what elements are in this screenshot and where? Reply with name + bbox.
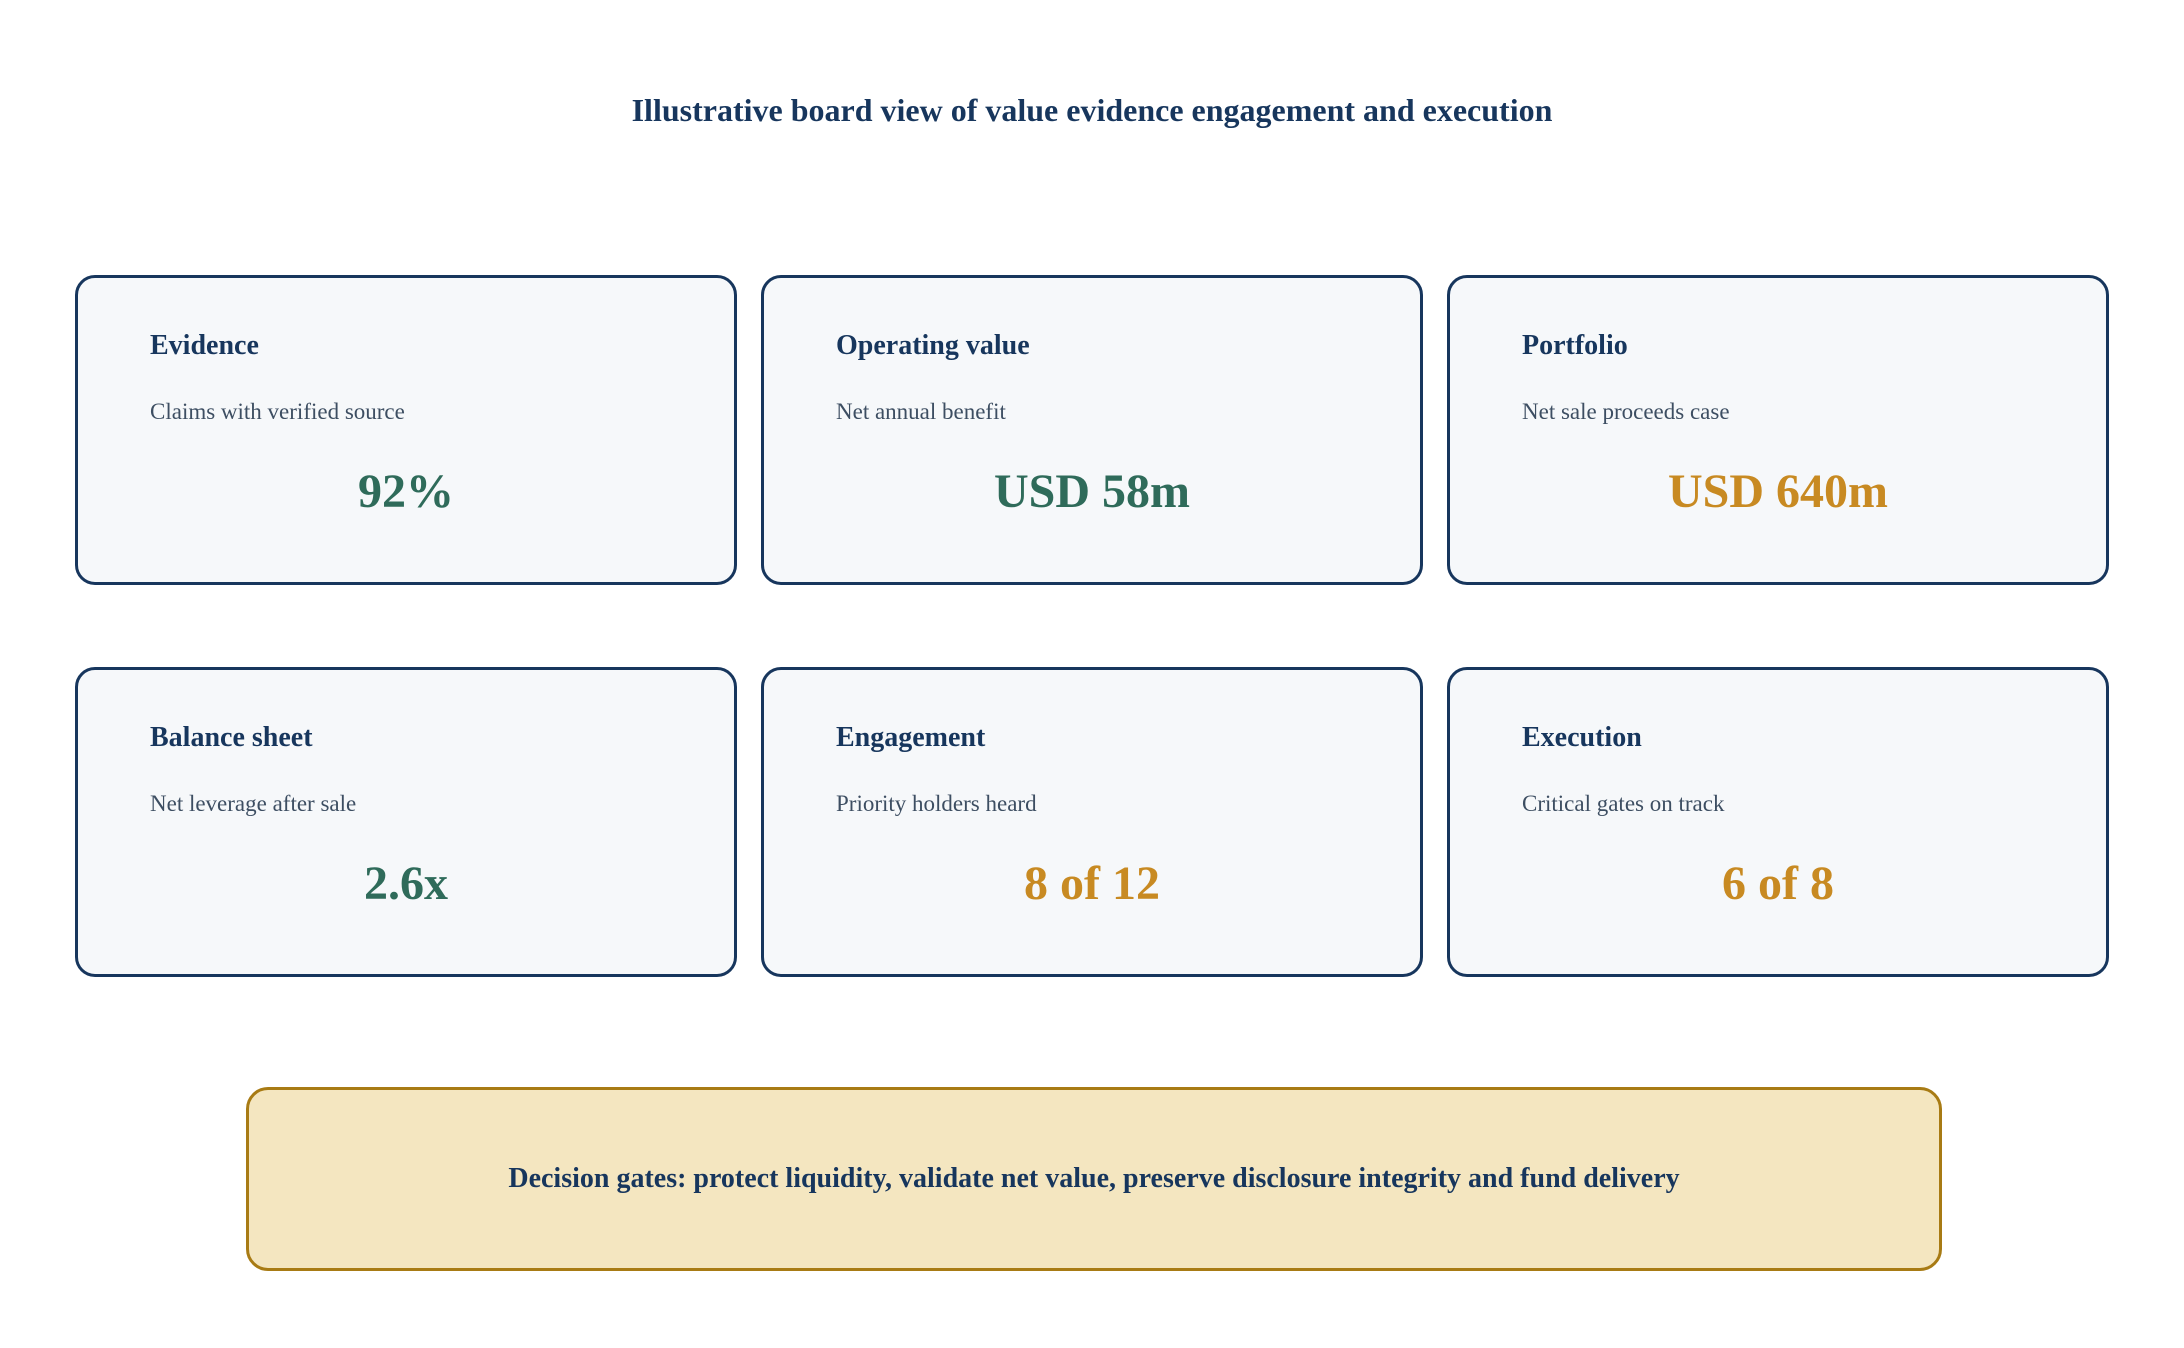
card-description: Net annual benefit [836,399,1006,424]
card-label: Operating value [836,330,1030,361]
card-value: 92% [358,465,454,518]
card-value: 2.6x [364,857,448,910]
card-evidence: Evidence Claims with verified source 92% [75,275,737,585]
card-label: Engagement [836,722,986,753]
card-value: 8 of 12 [1024,857,1160,910]
card-value: 6 of 8 [1722,857,1834,910]
card-description: Claims with verified source [150,399,405,424]
card-label: Balance sheet [150,722,313,753]
decision-gates-banner: Decision gates: protect liquidity, valid… [246,1087,1942,1271]
card-engagement: Engagement Priority holders heard 8 of 1… [761,667,1423,977]
card-label: Execution [1522,722,1642,753]
card-execution: Execution Critical gates on track 6 of 8 [1447,667,2109,977]
card-description: Net leverage after sale [150,791,357,816]
card-label: Evidence [150,330,259,361]
card-operating-value: Operating value Net annual benefit USD 5… [761,275,1423,585]
page-title: Illustrative board view of value evidenc… [631,92,1553,128]
card-label: Portfolio [1522,330,1628,361]
card-value: USD 58m [993,465,1190,518]
card-description: Critical gates on track [1522,791,1725,816]
card-description: Priority holders heard [836,791,1037,816]
card-balance-sheet: Balance sheet Net leverage after sale 2.… [75,667,737,977]
card-description: Net sale proceeds case [1522,399,1730,424]
banner-text: Decision gates: protect liquidity, valid… [508,1163,1680,1194]
card-portfolio: Portfolio Net sale proceeds case USD 640… [1447,275,2109,585]
card-value: USD 640m [1667,465,1888,518]
